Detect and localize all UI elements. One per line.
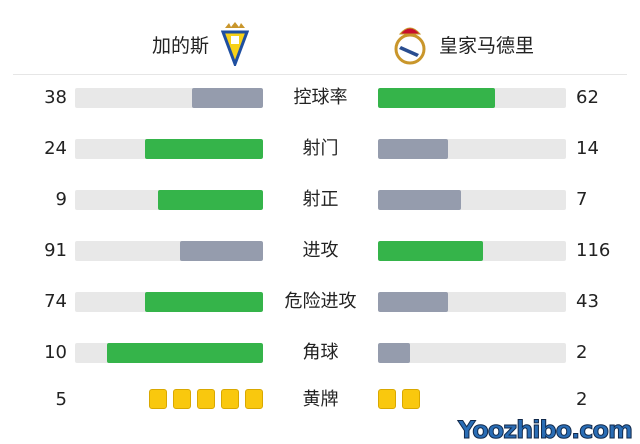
home-yellow-count: 5 — [55, 389, 67, 410]
header-divider — [13, 74, 627, 75]
stat-label: 危险进攻 — [284, 291, 357, 312]
home-bar-track — [75, 343, 263, 363]
yellow-card-icon — [221, 389, 239, 409]
home-bar-track — [75, 88, 263, 108]
home-bar-track — [75, 190, 263, 210]
away-team-name: 皇家马德里 — [439, 34, 535, 57]
away-value: 116 — [576, 240, 611, 261]
home-team: 加的斯 — [152, 22, 250, 66]
home-bar-fill — [106, 343, 263, 363]
home-bar-fill — [191, 88, 263, 108]
away-bar-track — [378, 190, 566, 210]
stat-row: 24 射门 14 — [0, 137, 640, 161]
away-bar-fill — [378, 190, 461, 210]
home-bar-fill — [144, 139, 263, 159]
yellow-card-icon — [245, 389, 263, 409]
home-team-name: 加的斯 — [152, 34, 210, 57]
real-madrid-crest-icon — [394, 27, 426, 65]
home-bar-fill — [180, 241, 263, 261]
home-bar-track — [75, 241, 263, 261]
yellow-card-icon — [173, 389, 191, 409]
stat-label: 黄牌 — [302, 389, 339, 410]
stat-row: 38 控球率 62 — [0, 86, 640, 110]
away-yellow-cards — [378, 389, 420, 409]
stat-row: 91 进攻 116 — [0, 239, 640, 263]
away-yellow-count: 2 — [576, 389, 588, 410]
stat-label: 控球率 — [293, 87, 348, 108]
away-value: 2 — [576, 342, 588, 363]
watermark: Yoozhibo.com — [458, 416, 634, 444]
away-bar-track — [378, 292, 566, 312]
yellow-card-icon — [197, 389, 215, 409]
home-bar-fill — [157, 190, 263, 210]
home-bar-track — [75, 292, 263, 312]
home-bar-fill — [144, 292, 263, 312]
home-value: 91 — [44, 240, 67, 261]
away-bar-track — [378, 343, 566, 363]
home-bar-track — [75, 139, 263, 159]
stat-label: 进攻 — [302, 240, 339, 261]
home-value: 10 — [44, 342, 67, 363]
yellow-card-icon — [402, 389, 420, 409]
away-bar-fill — [378, 88, 495, 108]
away-value: 62 — [576, 87, 599, 108]
yellow-card-icon — [149, 389, 167, 409]
stat-label: 角球 — [302, 342, 339, 363]
stat-row-yellow-cards: 5 黄牌 2 — [0, 388, 640, 412]
home-value: 38 — [44, 87, 67, 108]
away-bar-fill — [378, 139, 448, 159]
yellow-card-icon — [378, 389, 396, 409]
cadiz-crest-icon — [221, 22, 250, 66]
away-bar-fill — [378, 292, 448, 312]
away-bar-track — [378, 241, 566, 261]
home-value: 24 — [44, 138, 67, 159]
home-value: 74 — [44, 291, 67, 312]
stat-row: 9 射正 7 — [0, 188, 640, 212]
away-bar-fill — [378, 241, 484, 261]
away-value: 43 — [576, 291, 599, 312]
away-bar-track — [378, 88, 566, 108]
home-value: 9 — [55, 189, 67, 210]
stat-row: 74 危险进攻 43 — [0, 290, 640, 314]
away-value: 14 — [576, 138, 599, 159]
home-yellow-cards — [149, 389, 263, 409]
stat-row: 10 角球 2 — [0, 341, 640, 365]
stat-label: 射门 — [302, 138, 339, 159]
away-bar-track — [378, 139, 566, 159]
away-team: 皇家马德里 — [393, 22, 534, 66]
away-bar-fill — [378, 343, 410, 363]
stat-label: 射正 — [302, 189, 339, 210]
away-value: 7 — [576, 189, 588, 210]
